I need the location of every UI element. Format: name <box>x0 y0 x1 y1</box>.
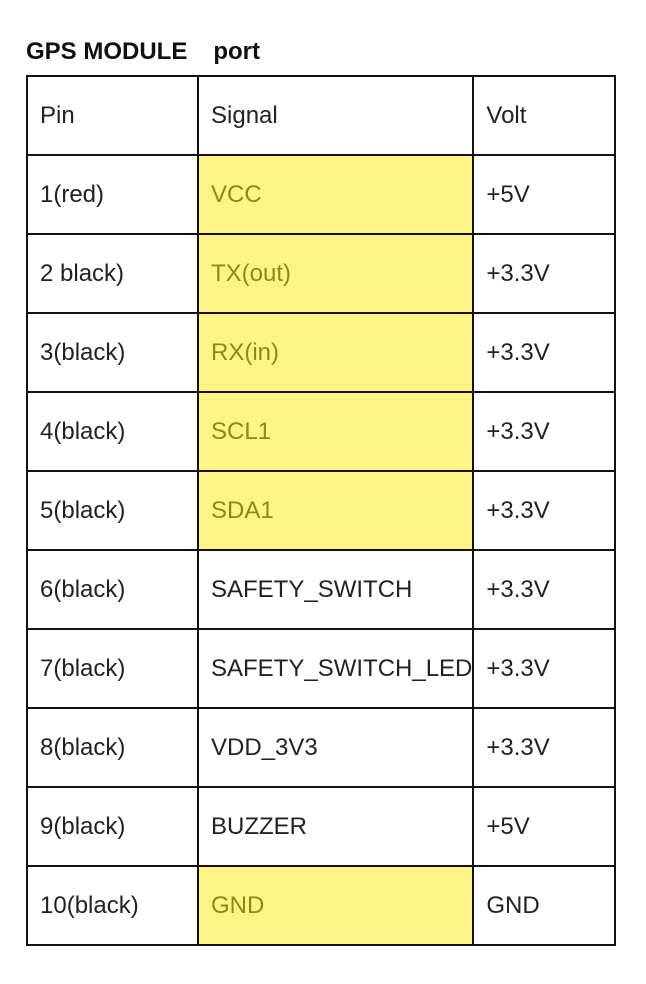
title-sub: port <box>213 38 260 65</box>
volt-cell: +5V <box>472 786 617 867</box>
volt-cell: GND <box>472 865 617 946</box>
volt-cell: +3.3V <box>472 549 617 630</box>
document-title: GPS MODULE port <box>26 38 260 66</box>
table-row: 3(black) RX(in) +3.3V <box>26 312 617 393</box>
signal-cell: VDD_3V3 <box>196 707 475 788</box>
table-row: 8(black) VDD_3V3 +3.3V <box>26 707 617 788</box>
pin-cell: 4(black) <box>26 391 199 472</box>
pin-cell: 3(black) <box>26 312 199 393</box>
signal-cell: SAFETY_SWITCH <box>196 549 475 630</box>
pin-cell: 5(black) <box>26 470 199 551</box>
table-row: 7(black) SAFETY_SWITCH_LED +3.3V <box>26 628 617 709</box>
pin-cell: 6(black) <box>26 549 199 630</box>
signal-cell: TX(out) <box>196 233 475 314</box>
volt-cell: +3.3V <box>472 470 617 551</box>
pin-cell: 2 black) <box>26 233 199 314</box>
title-main: GPS MODULE <box>26 38 188 65</box>
table-header-row: Pin Signal Volt <box>26 75 617 156</box>
pin-cell: 9(black) <box>26 786 199 867</box>
header-signal: Signal <box>196 75 475 156</box>
pin-table: Pin Signal Volt 1(red) VCC +5V 2 black) … <box>26 75 617 946</box>
header-pin: Pin <box>26 75 199 156</box>
pin-cell: 1(red) <box>26 154 199 235</box>
table-row: 4(black) SCL1 +3.3V <box>26 391 617 472</box>
table-row: 5(black) SDA1 +3.3V <box>26 470 617 551</box>
volt-cell: +3.3V <box>472 707 617 788</box>
signal-cell: RX(in) <box>196 312 475 393</box>
volt-cell: +3.3V <box>472 628 617 709</box>
pin-cell: 7(black) <box>26 628 199 709</box>
signal-cell: VCC <box>196 154 475 235</box>
volt-cell: +5V <box>472 154 617 235</box>
table-row: 10(black) GND GND <box>26 865 617 946</box>
header-volt: Volt <box>472 75 617 156</box>
volt-cell: +3.3V <box>472 312 617 393</box>
volt-cell: +3.3V <box>472 391 617 472</box>
table-row: 6(black) SAFETY_SWITCH +3.3V <box>26 549 617 630</box>
volt-cell: +3.3V <box>472 233 617 314</box>
table-row: 9(black) BUZZER +5V <box>26 786 617 867</box>
table-row: 1(red) VCC +5V <box>26 154 617 235</box>
signal-cell: SDA1 <box>196 470 475 551</box>
pin-cell: 8(black) <box>26 707 199 788</box>
pin-cell: 10(black) <box>26 865 199 946</box>
signal-cell: GND <box>196 865 475 946</box>
signal-cell: SAFETY_SWITCH_LED <box>196 628 475 709</box>
signal-cell: BUZZER <box>196 786 475 867</box>
table-row: 2 black) TX(out) +3.3V <box>26 233 617 314</box>
signal-cell: SCL1 <box>196 391 475 472</box>
